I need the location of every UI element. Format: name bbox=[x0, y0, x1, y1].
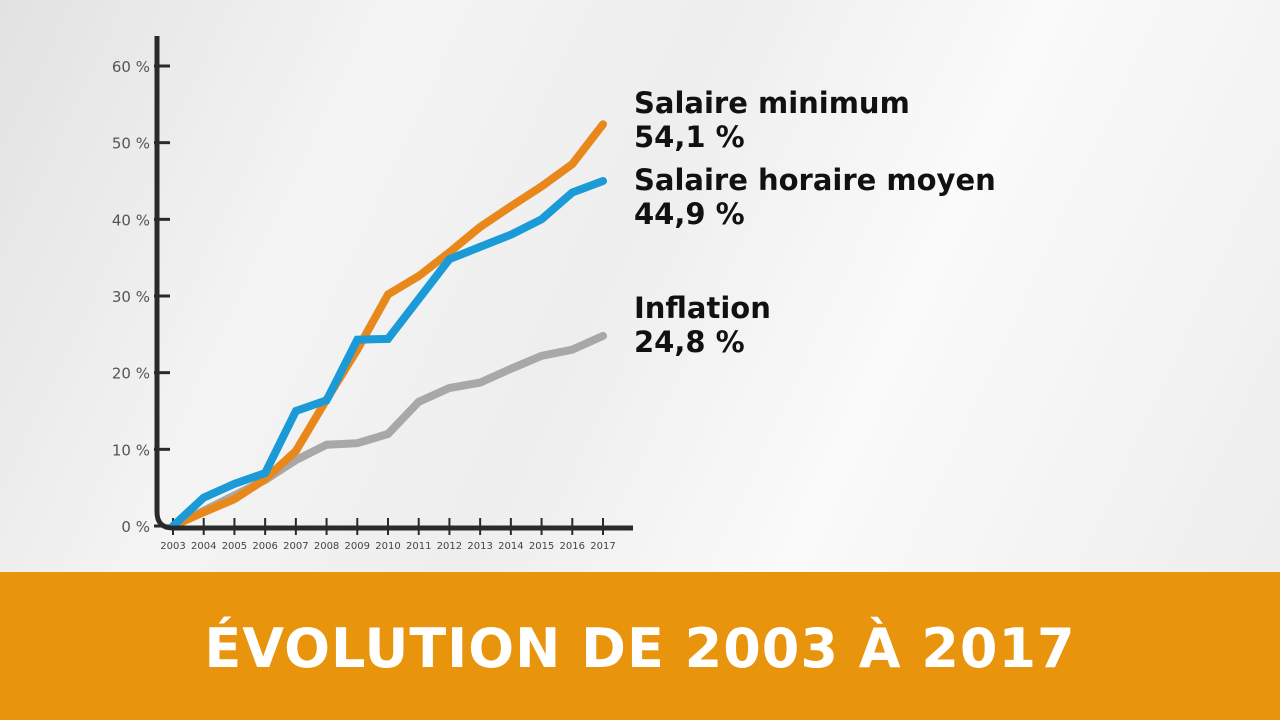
chart-axes bbox=[154, 36, 633, 531]
x-tick-label: 2014 bbox=[498, 541, 523, 552]
y-tick-label: 0 % bbox=[121, 518, 150, 536]
banner-title: ÉVOLUTION DE 2003 À 2017 bbox=[204, 616, 1076, 680]
x-tick-label: 2010 bbox=[375, 541, 400, 552]
x-tick-label: 2012 bbox=[437, 541, 462, 552]
series-name: Salaire minimum bbox=[634, 86, 910, 120]
x-tick-label: 2011 bbox=[406, 541, 431, 552]
x-tick-label: 2005 bbox=[222, 541, 247, 552]
y-tick-label: 50 % bbox=[112, 135, 150, 153]
x-tick-label: 2008 bbox=[314, 541, 339, 552]
series-label-salaire-horaire-moyen: Salaire horaire moyen 44,9 % bbox=[634, 163, 996, 231]
x-tick-label: 2016 bbox=[560, 541, 585, 552]
series-line-salaire_horaire_moyen bbox=[169, 177, 607, 530]
x-tick-label: 2009 bbox=[345, 541, 370, 552]
x-tick-label: 2015 bbox=[529, 541, 554, 552]
y-axis-ticks: 0 % 10 % 20 % 30 % 40 % 50 % 60 % bbox=[112, 58, 170, 536]
x-tick-label: 2017 bbox=[590, 541, 615, 552]
series-end-value: 54,1 % bbox=[634, 120, 745, 154]
y-tick-label: 40 % bbox=[112, 211, 150, 229]
y-tick-label: 10 % bbox=[112, 441, 150, 459]
x-tick-label: 2007 bbox=[283, 541, 308, 552]
x-tick-label: 2013 bbox=[467, 541, 492, 552]
series-name: Salaire horaire moyen bbox=[634, 163, 996, 197]
series-line-salaire_minimum bbox=[169, 120, 607, 530]
y-tick-label: 20 % bbox=[112, 365, 150, 383]
series-name: Inflation bbox=[634, 291, 771, 325]
series-lines bbox=[169, 120, 607, 530]
series-label-salaire-minimum: Salaire minimum 54,1 % bbox=[634, 86, 910, 154]
x-tick-label: 2004 bbox=[191, 541, 216, 552]
series-end-value: 24,8 % bbox=[634, 325, 745, 359]
x-tick-label: 2003 bbox=[160, 541, 185, 552]
x-axis-ticks: 2003 2004 2005 2006 2007 2008 2009 2010 2011 2012… bbox=[160, 518, 616, 552]
y-tick-label: 30 % bbox=[112, 288, 150, 306]
line-chart: 0 % 10 % 20 % 30 % 40 % 50 % 60 % 2003 2004 2005… bbox=[112, 36, 633, 552]
y-tick-label: 60 % bbox=[112, 58, 150, 76]
x-tick-label: 2006 bbox=[252, 541, 277, 552]
series-label-inflation: Inflation 24,8 % bbox=[634, 291, 771, 359]
series-end-value: 44,9 % bbox=[634, 197, 745, 231]
title-banner: ÉVOLUTION DE 2003 À 2017 bbox=[0, 572, 1280, 720]
